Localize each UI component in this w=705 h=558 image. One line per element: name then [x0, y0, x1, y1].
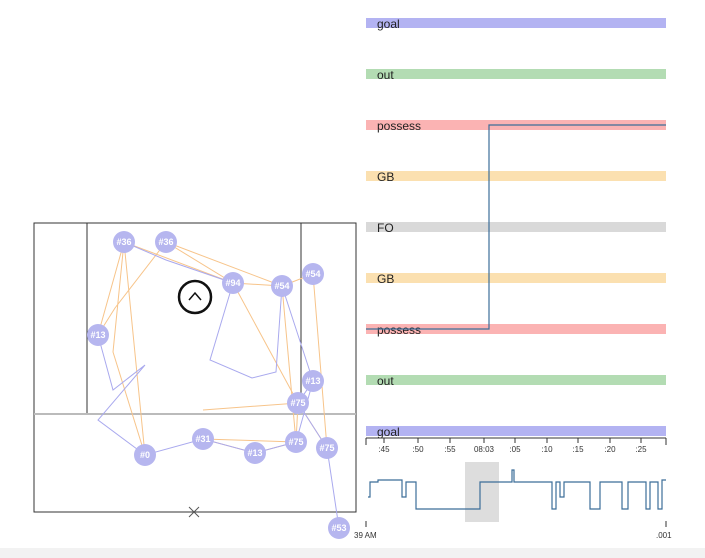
player-number: #54 — [274, 281, 289, 291]
lane-bar — [366, 324, 666, 334]
player-dot — [287, 392, 309, 414]
axis-tick-label: :50 — [412, 445, 424, 454]
axis-tick-label: :05 — [509, 445, 521, 454]
field-boundary — [33, 222, 357, 513]
axis-tick-label: :10 — [541, 445, 553, 454]
player-dot — [87, 324, 109, 346]
axis-tick-label: :55 — [444, 445, 456, 454]
player-marker[interactable]: #53 — [328, 517, 350, 539]
lane-bar — [366, 375, 666, 385]
ball-path-purple — [123, 241, 340, 529]
lane-possess[interactable]: possess — [366, 119, 666, 133]
player-number: #36 — [158, 237, 173, 247]
overview-axis-left-label: 39 AM — [354, 531, 377, 540]
lane-bar — [366, 273, 666, 283]
player-dot — [155, 231, 177, 253]
player-marker[interactable]: #75 — [287, 392, 309, 414]
lane-bar — [366, 69, 666, 79]
overview-axis-right-label: .001 — [656, 531, 672, 540]
lane-label: out — [377, 374, 394, 388]
player-number: #54 — [305, 269, 320, 279]
lane-goal[interactable]: goal — [366, 17, 666, 31]
player-marker[interactable]: #75 — [285, 431, 307, 453]
bottom-scrollbar[interactable] — [0, 548, 705, 558]
player-marker[interactable]: #13 — [244, 442, 266, 464]
player-dot — [271, 275, 293, 297]
lane-bar — [366, 426, 666, 436]
lane-fo[interactable]: FO — [366, 221, 666, 235]
player-dot — [113, 231, 135, 253]
lane-label: goal — [377, 17, 400, 31]
lane-possess[interactable]: possess — [366, 323, 666, 337]
lane-bar — [366, 222, 666, 232]
player-number: #75 — [319, 443, 334, 453]
lane-label: out — [377, 68, 394, 82]
ball-path-orange — [97, 241, 328, 456]
player-number: #0 — [140, 450, 150, 460]
lane-bar — [366, 18, 666, 28]
overview-brush[interactable] — [465, 462, 499, 522]
player-dot — [134, 444, 156, 466]
axis-tick-label: :20 — [604, 445, 616, 454]
player-number: #36 — [116, 237, 131, 247]
player-dot — [302, 263, 324, 285]
player-number: #31 — [195, 434, 210, 444]
player-marker[interactable]: #36 — [155, 231, 177, 253]
overview-step-line — [368, 469, 666, 510]
player-marker[interactable]: #36 — [113, 231, 135, 253]
lane-label: possess — [377, 119, 421, 133]
lane-out[interactable]: out — [366, 68, 666, 82]
lane-label: FO — [377, 221, 394, 235]
x-mark-icon — [188, 506, 200, 518]
lane-bar — [366, 171, 666, 181]
lane-goal[interactable]: goal — [366, 425, 666, 439]
time-axis: :45 :50 :55 08:03 :05 :10 :15 :20 :25 — [365, 437, 667, 454]
axis-tick-label: 08:03 — [474, 445, 495, 454]
player-marker[interactable]: #94 — [222, 272, 244, 294]
player-dot — [316, 437, 338, 459]
step-line — [366, 124, 666, 330]
player-marker[interactable]: #31 — [192, 428, 214, 450]
player-number: #94 — [225, 278, 240, 288]
player-marker[interactable]: #54 — [302, 263, 324, 285]
lane-label: GB — [377, 272, 394, 286]
player-dot — [285, 431, 307, 453]
chevron-up-icon[interactable] — [177, 279, 213, 315]
player-marker[interactable]: #75 — [316, 437, 338, 459]
player-marker[interactable]: #54 — [271, 275, 293, 297]
lane-label: goal — [377, 425, 400, 439]
axis-tick-label: :45 — [378, 445, 390, 454]
lane-label: GB — [377, 170, 394, 184]
player-dot — [244, 442, 266, 464]
lane-out[interactable]: out — [366, 374, 666, 388]
player-number: #13 — [305, 376, 320, 386]
lane-gb[interactable]: GB — [366, 272, 666, 286]
axis-tick-label: :25 — [635, 445, 647, 454]
player-dot — [302, 370, 324, 392]
player-dot — [222, 272, 244, 294]
axis-tick-label: :15 — [572, 445, 584, 454]
player-dot — [328, 517, 350, 539]
lane-label: possess — [377, 323, 421, 337]
player-dot — [192, 428, 214, 450]
player-number: #53 — [331, 523, 346, 533]
player-marker[interactable]: #13 — [302, 370, 324, 392]
player-number: #13 — [247, 448, 262, 458]
player-number: #75 — [290, 398, 305, 408]
player-marker[interactable]: #13 — [87, 324, 109, 346]
player-number: #13 — [90, 330, 105, 340]
player-marker[interactable]: #0 — [134, 444, 156, 466]
lane-gb[interactable]: GB — [366, 170, 666, 184]
player-number: #75 — [288, 437, 303, 447]
